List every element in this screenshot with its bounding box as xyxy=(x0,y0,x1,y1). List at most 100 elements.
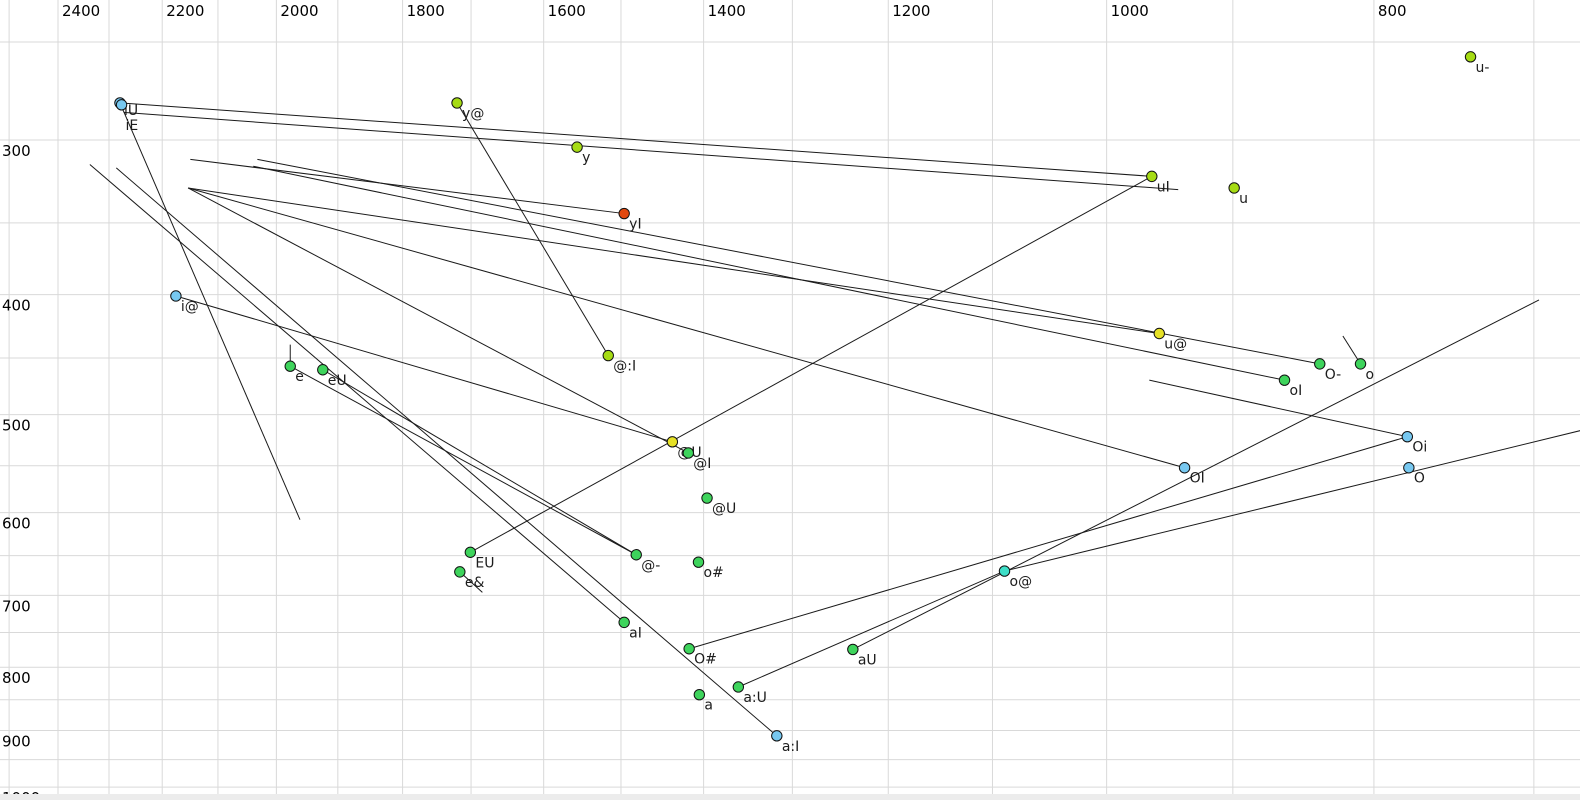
vowel-point-O[interactable] xyxy=(1403,462,1415,474)
vowel-point-aU[interactable] xyxy=(847,643,859,656)
vowel-point-EU[interactable] xyxy=(464,546,477,558)
vowel-label-oI: oI xyxy=(1290,383,1303,399)
trajectory-line xyxy=(187,187,689,454)
trajectory-line xyxy=(190,158,625,215)
vowel-label-u@: u@ xyxy=(1164,337,1187,353)
vowel-label-yI: yI xyxy=(629,217,641,233)
trajectory-line xyxy=(689,436,1408,650)
vowel-label-O#: O# xyxy=(694,652,717,668)
x-axis-tick-label: 2200 xyxy=(166,2,204,20)
y-axis-tick-label: 600 xyxy=(2,515,31,533)
vowel-label-iU: iU xyxy=(124,103,138,119)
vowel-point-a[interactable] xyxy=(693,688,706,701)
vowel-label-o@: o@ xyxy=(1010,574,1033,590)
trajectory-line xyxy=(253,165,1285,381)
trajectory-line xyxy=(322,369,637,556)
vowel-label-a:I: a:I xyxy=(782,739,799,755)
vowel-label-i@: i@ xyxy=(181,299,199,315)
x-axis-tick-label: 1800 xyxy=(407,2,445,20)
trajectory-line xyxy=(456,102,609,356)
vowel-point-@I[interactable] xyxy=(682,447,695,459)
vowel-point-O#[interactable] xyxy=(683,643,695,655)
trajectory-line xyxy=(119,102,1152,177)
trajectory-line xyxy=(738,570,1005,688)
vowel-point-aI[interactable] xyxy=(618,616,630,629)
vowel-point-iE[interactable] xyxy=(115,99,128,111)
vowel-point-e[interactable] xyxy=(284,360,296,372)
vowel-point-Oi[interactable] xyxy=(1401,430,1414,443)
vowel-label-a:U: a:U xyxy=(743,690,767,706)
bottom-window-edge xyxy=(0,794,1580,800)
vowel-label-o#: o# xyxy=(703,565,723,581)
vowel-label-aU: aU xyxy=(858,652,877,668)
vowel-label-O: O xyxy=(1414,471,1425,487)
vowel-point-o@[interactable] xyxy=(998,565,1011,577)
vowel-label-aI: aI xyxy=(629,625,642,641)
vowel-point-uI[interactable] xyxy=(1146,170,1158,183)
trajectory-line xyxy=(257,158,1320,365)
vowel-label-O-: O- xyxy=(1325,367,1341,383)
vowel-label-u: u xyxy=(1239,191,1248,207)
vowel-point-o[interactable] xyxy=(1354,358,1367,370)
vowel-point-y[interactable] xyxy=(571,141,583,153)
trajectory-line xyxy=(119,102,301,520)
vowel-point-a:I[interactable] xyxy=(771,730,783,742)
vowel-label-e: e xyxy=(295,369,304,385)
y-axis-tick-label: 400 xyxy=(2,297,31,315)
vowel-point-@-[interactable] xyxy=(630,549,642,561)
y-axis-tick-label: 900 xyxy=(2,733,31,751)
trajectory-line xyxy=(187,187,1185,469)
vowel-point-yI[interactable] xyxy=(618,207,630,220)
trajectory-line xyxy=(852,299,1540,650)
trajectory-line xyxy=(290,365,637,556)
x-axis-tick-label: 1000 xyxy=(1111,2,1149,20)
trajectory-line xyxy=(1149,379,1408,438)
vowel-point-OI[interactable] xyxy=(1178,462,1191,474)
y-axis-tick-label: 300 xyxy=(2,142,31,160)
x-axis-tick-label: 1400 xyxy=(708,2,746,20)
trajectory-line xyxy=(1004,430,1580,572)
trajectory-line xyxy=(188,187,1160,334)
vowel-point-@U[interactable] xyxy=(666,436,679,448)
vowel-label-iE: iE xyxy=(126,118,139,134)
vowel-label-@I: @I xyxy=(693,456,711,472)
vowel-point-u-[interactable] xyxy=(1464,51,1477,63)
vowel-point-O-[interactable] xyxy=(1314,358,1326,370)
trajectory-line xyxy=(89,164,625,623)
vowel-point-u[interactable] xyxy=(1228,182,1240,194)
vowel-label-o: o xyxy=(1366,367,1375,383)
y-axis-tick-label: 700 xyxy=(2,597,31,615)
vowel-label-a: a xyxy=(704,698,713,714)
x-axis-tick-label: 2000 xyxy=(280,2,318,20)
vowel-point-e&[interactable] xyxy=(454,566,466,578)
trajectory-line xyxy=(470,175,1153,553)
y-axis-tick-label: 500 xyxy=(2,417,31,435)
vowel-label-EU: EU xyxy=(475,555,494,571)
vowel-point-o#[interactable] xyxy=(692,556,705,568)
trajectory-line xyxy=(123,111,1179,191)
vowel-point-eU[interactable] xyxy=(317,364,329,376)
vowel-label-u-: u- xyxy=(1476,60,1490,76)
vowel-label-Oi: Oi xyxy=(1412,440,1427,456)
y-axis-tick-label: 800 xyxy=(2,669,31,687)
trajectory-line xyxy=(175,295,673,443)
vowel-point-y@[interactable] xyxy=(451,97,463,109)
x-axis-tick-label: 800 xyxy=(1378,2,1407,20)
vowel-label-y@: y@ xyxy=(462,106,484,122)
vowel-label-@U: @U xyxy=(712,501,736,517)
vowel-label-uI: uI xyxy=(1157,179,1170,195)
vowel-label-@-: @- xyxy=(641,558,660,574)
vowel-point-a:U[interactable] xyxy=(732,681,745,693)
x-axis-tick-label: 1600 xyxy=(548,2,586,20)
vowel-point-@U[interactable] xyxy=(701,492,713,504)
vowel-label-@:I: @:I xyxy=(613,359,636,375)
vowel-point-i@[interactable] xyxy=(170,290,182,302)
vowel-label-e&: e& xyxy=(465,575,485,591)
vowel-label-OI: OI xyxy=(1190,471,1205,487)
vowel-point-@:I[interactable] xyxy=(602,349,614,362)
vowel-point-u@[interactable] xyxy=(1153,327,1165,340)
vowel-label-eU: eU xyxy=(328,373,347,389)
vowel-point-oI[interactable] xyxy=(1278,374,1291,386)
